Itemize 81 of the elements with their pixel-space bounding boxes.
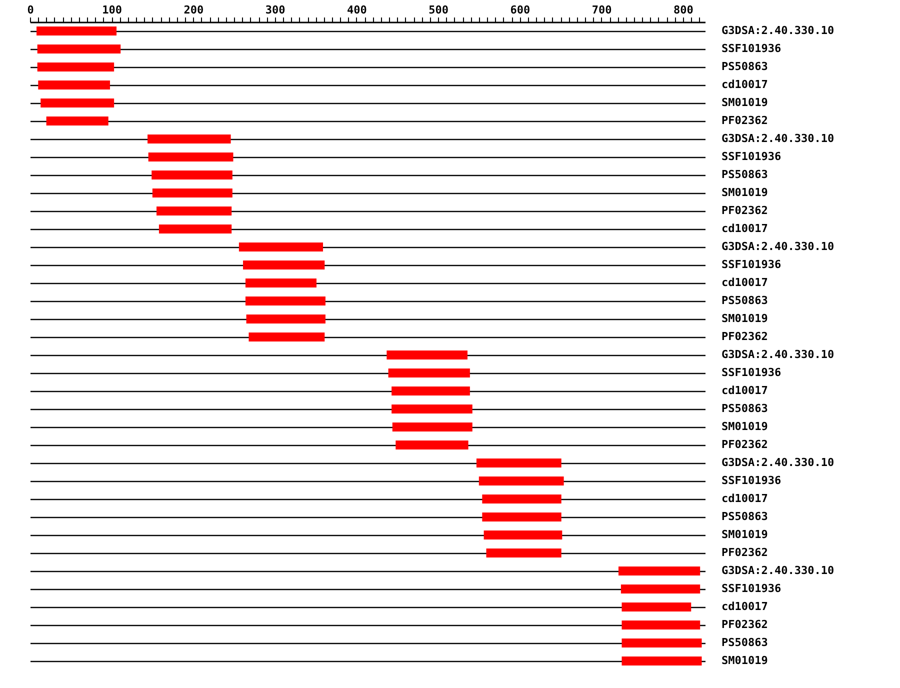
y-tick-label: G3DSA:2.40.330.10 xyxy=(722,348,834,361)
y-tick-label: SSF101936 xyxy=(722,474,782,487)
bar xyxy=(40,98,114,108)
y-tick-label: SM01019 xyxy=(722,420,768,433)
y-tick-label: PS50863 xyxy=(722,168,768,181)
bar xyxy=(46,116,108,126)
bar xyxy=(148,134,231,144)
bar xyxy=(36,26,117,36)
y-tick-label: cd10017 xyxy=(722,492,768,505)
bar xyxy=(622,656,702,666)
x-tick-label: 400 xyxy=(347,4,367,16)
y-tick-label: G3DSA:2.40.330.10 xyxy=(722,456,834,469)
x-tick-label: 600 xyxy=(510,4,530,16)
bar xyxy=(248,332,325,342)
bar xyxy=(386,350,468,360)
x-tick-label: 700 xyxy=(592,4,612,16)
bar xyxy=(392,422,472,432)
y-tick-label: SSF101936 xyxy=(722,150,782,163)
bar xyxy=(245,296,326,306)
bar xyxy=(152,188,232,198)
bar xyxy=(622,620,700,630)
x-tick-label: 100 xyxy=(102,4,122,16)
x-tick-label: 300 xyxy=(265,4,286,16)
bar xyxy=(37,44,121,54)
x-tick-label: 200 xyxy=(184,4,204,16)
bar xyxy=(38,80,110,90)
y-tick-label: PS50863 xyxy=(722,636,768,649)
bar xyxy=(156,206,232,216)
y-tick-label: SSF101936 xyxy=(722,42,782,55)
bar xyxy=(620,584,700,594)
bar xyxy=(482,512,562,522)
y-tick-label: PS50863 xyxy=(722,402,768,415)
y-tick-label: cd10017 xyxy=(722,276,768,289)
y-tick-label: SM01019 xyxy=(722,528,768,541)
bar xyxy=(243,260,325,270)
bar xyxy=(158,224,232,234)
bar xyxy=(245,278,316,288)
y-tick-label: SM01019 xyxy=(722,186,768,199)
bar xyxy=(486,548,562,558)
y-tick-label: cd10017 xyxy=(722,600,768,613)
y-tick-label: PS50863 xyxy=(722,510,768,523)
bar xyxy=(478,476,564,486)
y-tick-label: G3DSA:2.40.330.10 xyxy=(722,240,834,253)
y-tick-label: cd10017 xyxy=(722,222,768,235)
y-tick-label: SSF101936 xyxy=(722,258,782,271)
x-tick-label: 500 xyxy=(428,4,449,16)
bar xyxy=(246,314,326,324)
bar xyxy=(476,458,562,468)
y-tick-label: SM01019 xyxy=(722,312,768,325)
y-tick-label: G3DSA:2.40.330.10 xyxy=(722,24,834,37)
y-tick-label: SM01019 xyxy=(722,96,768,109)
y-tick-label: PF02362 xyxy=(722,546,768,559)
y-tick-label: SM01019 xyxy=(722,654,768,667)
y-tick-label: PS50863 xyxy=(722,294,768,307)
bar xyxy=(152,170,232,180)
bar xyxy=(484,530,562,540)
y-tick-label: PF02362 xyxy=(722,330,768,343)
y-tick-label: cd10017 xyxy=(722,384,768,397)
bar xyxy=(482,494,562,504)
bar xyxy=(396,440,468,450)
y-tick-label: G3DSA:2.40.330.10 xyxy=(722,564,834,577)
bar xyxy=(618,566,700,576)
bar xyxy=(388,368,470,378)
bar xyxy=(37,62,114,72)
y-tick-label: SSF101936 xyxy=(722,366,782,379)
bar xyxy=(238,242,324,252)
y-tick-label: PS50863 xyxy=(722,60,768,73)
y-tick-label: PF02362 xyxy=(722,204,768,217)
y-tick-label: PF02362 xyxy=(722,114,768,127)
x-tick-label: 800 xyxy=(674,4,694,16)
bar xyxy=(622,638,702,648)
bar xyxy=(392,404,472,414)
y-tick-label: cd10017 xyxy=(722,78,768,91)
y-tick-label: G3DSA:2.40.330.10 xyxy=(722,132,834,145)
bar xyxy=(148,152,234,162)
x-tick-label: 0 xyxy=(27,4,34,16)
y-tick-label: SSF101936 xyxy=(722,582,782,595)
y-tick-label: PF02362 xyxy=(722,438,768,451)
y-tick-label: PF02362 xyxy=(722,618,768,631)
bar xyxy=(392,386,470,396)
bar xyxy=(622,602,692,612)
